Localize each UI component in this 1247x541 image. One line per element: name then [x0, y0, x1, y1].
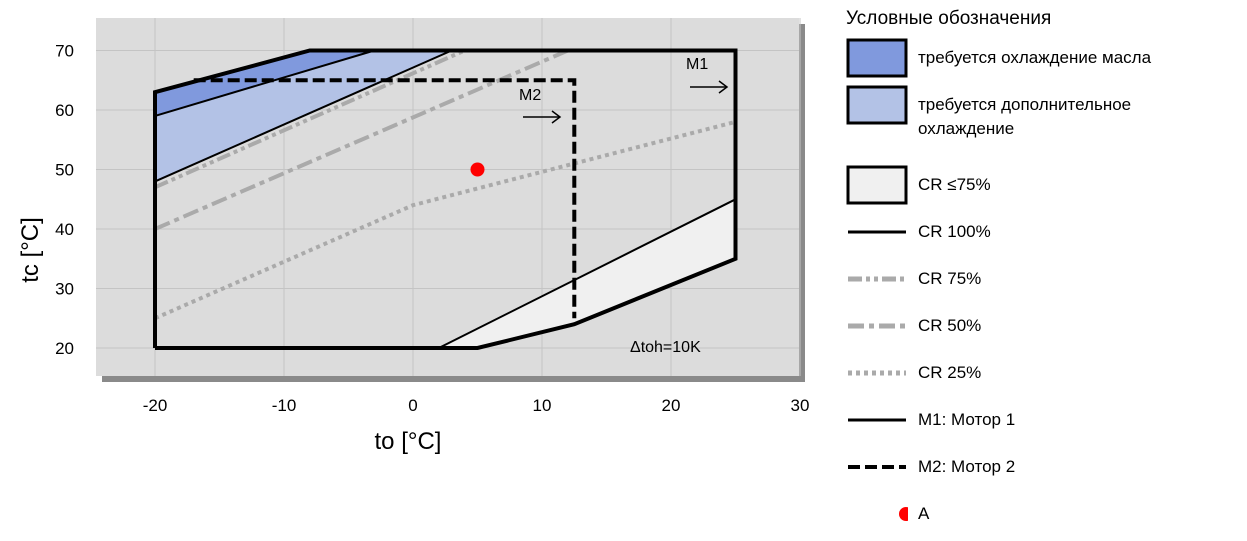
- envelope-m2: [193, 78, 577, 319]
- legend-label-m2: M2: Мотор 2: [918, 457, 1016, 476]
- legend-line-cr-100: [848, 230, 906, 234]
- legend-line-cr-50: [848, 323, 906, 329]
- legend-label-cr-25: CR 25%: [918, 363, 982, 382]
- legend-marker-a: [899, 507, 908, 521]
- legend-line-m1: [848, 418, 906, 422]
- line-cr75: [154, 48, 466, 190]
- y-tick-label: 70: [55, 42, 74, 61]
- line-cr100: [438, 198, 736, 349]
- y-axis-title: tc [°C]: [17, 217, 44, 283]
- legend-item-cr-le-75: CR ≤75%: [846, 165, 1246, 212]
- legend-item-additional-cooling: требуется дополнительное охлаждение: [846, 85, 1246, 165]
- m2-label: M2: [519, 87, 541, 104]
- m2-arrow-head: [551, 110, 562, 124]
- legend-label-cr-100: CR 100%: [918, 222, 991, 241]
- y-tick-label: 20: [55, 339, 74, 358]
- legend-item-cr-100: CR 100%: [846, 212, 1246, 259]
- legend-line-m2: [848, 465, 906, 469]
- cr-lines: [154, 48, 737, 349]
- y-tick-label: 30: [55, 280, 74, 299]
- y-tick-labels: 20 30 40 50 60 70: [55, 42, 74, 359]
- legend: Условные обозначения требуется охлаждени…: [846, 6, 1246, 541]
- legend-label-additional-cooling: требуется дополнительное охлаждение: [918, 95, 1132, 138]
- line-cr100: [154, 49, 375, 117]
- legend-line-cr-75: [848, 276, 906, 282]
- line-cr50: [154, 48, 569, 231]
- legend-item-oil-cooling: требуется охлаждение масла: [846, 38, 1246, 85]
- legend-item-a: A: [846, 494, 1246, 541]
- operating-envelope-chart: M1 M2 Δtoh=10K -20 -10 0 10 20 30 20 30 40 50 60 7…: [17, 18, 810, 455]
- legend-label-oil-cooling: требуется охлаждение масла: [918, 48, 1152, 67]
- legend-item-cr-75: CR 75%: [846, 259, 1246, 306]
- x-tick-labels: -20 -10 0 10 20 30: [143, 396, 810, 415]
- dtoh-label: Δtoh=10K: [630, 339, 701, 356]
- x-tick-label: -10: [272, 396, 297, 415]
- x-tick-label: 20: [662, 396, 681, 415]
- legend-title: Условные обозначения: [846, 8, 1052, 29]
- point-a-marker: [470, 162, 485, 177]
- legend-swatch-cr-le-75: [846, 165, 908, 205]
- x-tick-label: -20: [143, 396, 168, 415]
- legend-item-m2: M2: Мотор 2: [846, 447, 1246, 494]
- line-cr25: [154, 119, 737, 321]
- line-cr100: [154, 49, 453, 183]
- y-tick-label: 60: [55, 101, 74, 120]
- y-tick-label: 50: [55, 161, 74, 180]
- legend-label-cr-50: CR 50%: [918, 316, 982, 335]
- x-tick-label: 10: [533, 396, 552, 415]
- x-tick-label: 30: [791, 396, 810, 415]
- legend-label-m1: M1: Мотор 1: [918, 410, 1016, 429]
- legend-label-cr-75: CR 75%: [918, 269, 982, 288]
- legend-swatch-additional-cooling: [846, 85, 908, 125]
- legend-line-cr-25: [848, 370, 906, 376]
- legend-label-cr-le-75: CR ≤75%: [918, 175, 991, 194]
- point-a-layer: [470, 162, 485, 177]
- annotations: M1 M2 Δtoh=10K: [519, 56, 729, 356]
- envelope-m1: [153, 48, 738, 350]
- motor-envelopes: [153, 48, 738, 350]
- x-tick-label: 0: [408, 396, 417, 415]
- legend-item-cr-25: CR 25%: [846, 353, 1246, 400]
- m1-arrow-head: [718, 80, 729, 94]
- y-tick-label: 40: [55, 220, 74, 239]
- legend-item-m1: M1: Мотор 1: [846, 400, 1246, 447]
- m1-label: M1: [686, 56, 708, 73]
- x-axis-title: to [°C]: [375, 428, 442, 455]
- legend-swatch-oil-cooling: [846, 38, 908, 78]
- legend-label-a: A: [918, 504, 930, 523]
- legend-item-cr-50: CR 50%: [846, 306, 1246, 353]
